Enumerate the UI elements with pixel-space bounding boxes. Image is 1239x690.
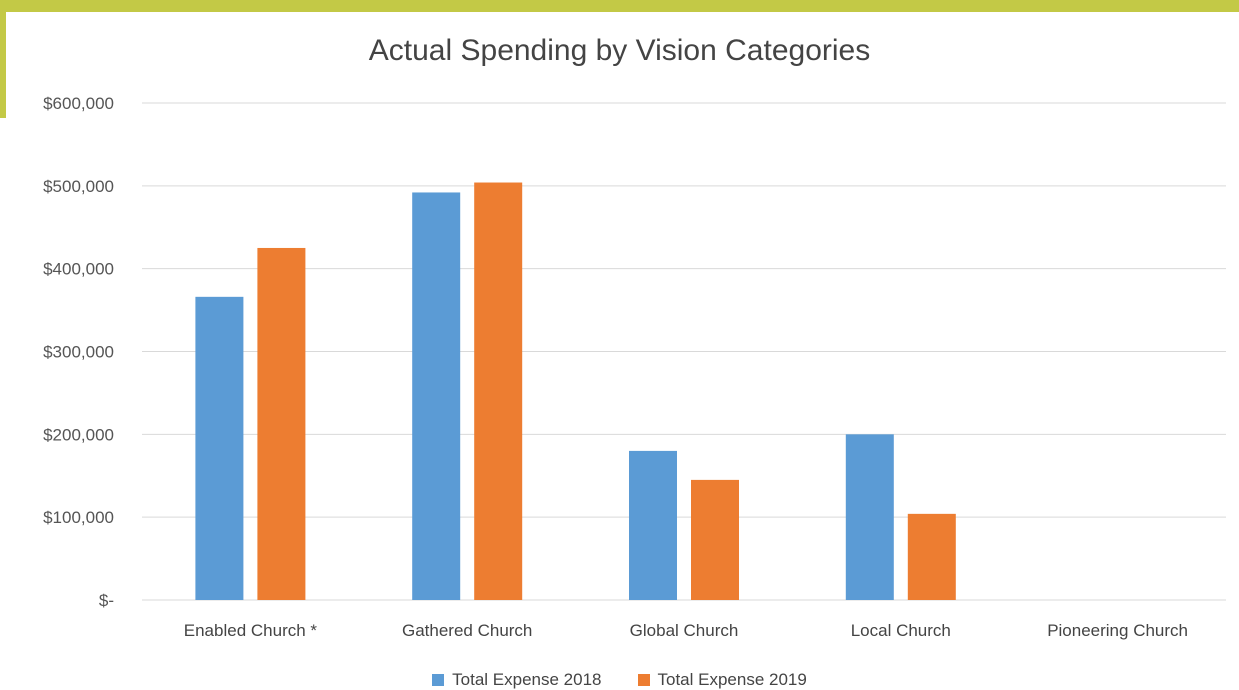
x-tick-label: Local Church [851, 621, 951, 640]
top-accent-bar [0, 0, 1239, 12]
bar-2018-1 [195, 296, 244, 600]
x-tick-label: Pioneering Church [1047, 621, 1188, 640]
y-tick-label: $200,000 [43, 425, 114, 444]
bar-2019-1 [257, 247, 306, 601]
x-tick-label: Global Church [630, 621, 739, 640]
x-axis-ticks: Enabled Church * Gathered Church Global Ch… [184, 621, 1188, 640]
bar-2018-3 [629, 450, 677, 600]
legend-item-2018: Total Expense 2018 [432, 670, 602, 690]
x-tick-label: Gathered Church [402, 621, 532, 640]
legend: Total Expense 2018 Total Expense 2019 [0, 670, 1239, 690]
legend-label-2019: Total Expense 2019 [657, 670, 807, 689]
gridlines [142, 102, 1226, 601]
bars [195, 182, 956, 601]
y-axis-ticks: $- $100,000 $200,000 $300,000 $400,000 $500,0… [43, 94, 114, 610]
y-tick-label: $500,000 [43, 177, 114, 196]
bar-2018-4 [845, 434, 894, 600]
legend-swatch-2018 [432, 674, 445, 686]
bar-2019-3 [691, 479, 739, 600]
legend-swatch-2019 [637, 674, 650, 686]
legend-label-2018: Total Expense 2018 [452, 670, 602, 689]
x-tick-label: Enabled Church * [184, 621, 318, 640]
y-tick-label: $600,000 [43, 94, 114, 113]
left-accent-bar [0, 0, 6, 118]
y-tick-label: $300,000 [43, 343, 114, 362]
y-tick-label: $100,000 [43, 508, 114, 527]
bar-2019-4 [907, 513, 956, 600]
y-tick-label: $400,000 [43, 260, 114, 279]
legend-item-2019: Total Expense 2019 [637, 670, 807, 690]
chart-title: Actual Spending by Vision Categories [368, 34, 871, 67]
bar-2019-2 [474, 182, 523, 600]
bar-2018-2 [412, 192, 461, 600]
y-tick-label: $- [99, 591, 114, 610]
